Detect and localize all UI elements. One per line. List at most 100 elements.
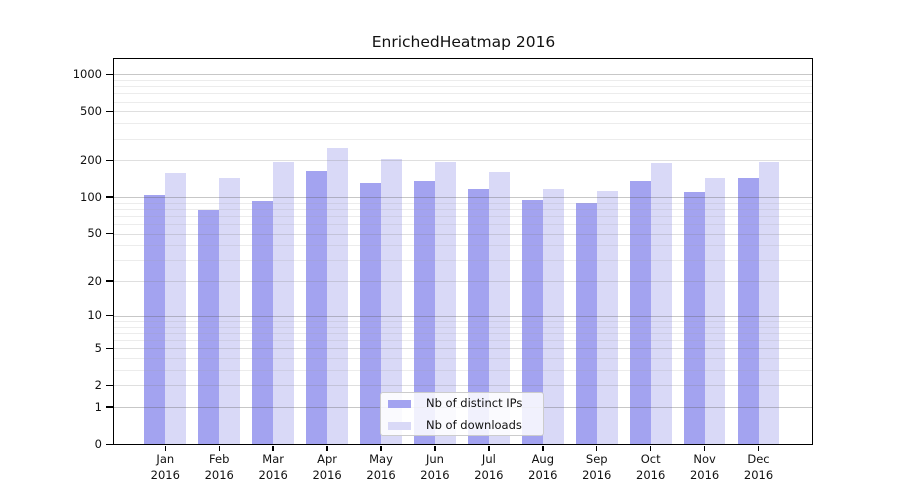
y-tick-label-20: 20 — [87, 273, 102, 288]
bar-jul-downloads — [488, 172, 510, 445]
legend-label: Nb of downloads — [426, 418, 522, 432]
x-tick-year: 2016 — [689, 467, 720, 482]
x-tick-label-nov: Nov 2016 — [675, 452, 735, 483]
x-tick-year: 2016 — [528, 467, 558, 482]
x-tick-label-dec: Dec 2016 — [729, 452, 789, 483]
x-tick-month: Nov — [693, 452, 716, 466]
y-tick-mark-10 — [106, 315, 113, 317]
y-tick-mark-500 — [106, 110, 113, 112]
x-tick-year: 2016 — [420, 467, 450, 482]
legend-row-downloads: Nb of downloads — [381, 415, 543, 437]
y-tick-mark-2 — [106, 384, 113, 387]
legend-swatch-distinct-ips — [388, 400, 411, 408]
x-tick-month: Jul — [481, 452, 496, 466]
x-tick-label-jan: Jan 2016 — [135, 452, 195, 483]
bar-may-downloads — [381, 158, 402, 445]
bar-sep-downloads — [596, 191, 618, 445]
x-tick-mark-nov — [703, 445, 706, 451]
x-tick-year: 2016 — [204, 467, 234, 482]
bar-jul-distinct-ips — [467, 189, 489, 445]
x-tick-label-sep: Sep 2016 — [567, 452, 627, 483]
x-tick-year: 2016 — [636, 467, 666, 482]
legend-row-distinct-ips: Nb of distinct IPs — [381, 393, 543, 415]
y-tick-mark-0 — [106, 443, 113, 445]
bar-sep-distinct-ips — [575, 203, 597, 445]
x-tick-month: Jun — [425, 452, 444, 466]
x-tick-label-feb: Feb 2016 — [189, 452, 249, 483]
x-tick-month: Dec — [747, 452, 770, 466]
bar-nov-downloads — [704, 177, 726, 445]
gridline-500 — [114, 111, 813, 113]
bar-jun-distinct-ips — [414, 181, 435, 445]
legend-swatch-downloads — [388, 422, 411, 430]
x-tick-month: Sep — [585, 452, 608, 466]
bar-oct-downloads — [650, 162, 672, 445]
y-tick-label-500: 500 — [80, 103, 102, 118]
x-tick-month: Feb — [209, 452, 230, 466]
x-tick-month: Aug — [531, 452, 555, 466]
y-tick-label-200: 200 — [80, 152, 102, 167]
bar-feb-downloads — [219, 178, 241, 445]
y-tick-label-10: 10 — [87, 308, 102, 323]
y-tick-label-100: 100 — [80, 189, 102, 204]
y-tick-mark-50 — [106, 232, 113, 235]
x-tick-mark-may — [380, 445, 382, 451]
x-tick-month: Mar — [262, 452, 284, 466]
y-tick-mark-1000 — [106, 73, 113, 75]
bar-apr-distinct-ips — [306, 171, 328, 445]
minor-gridline-800 — [114, 86, 813, 88]
y-tick-mark-1 — [106, 406, 113, 408]
bar-jan-downloads — [165, 172, 187, 445]
x-tick-mark-mar — [272, 445, 274, 451]
legend-label: Nb of distinct IPs — [426, 396, 523, 410]
y-tick-mark-20 — [106, 280, 113, 282]
bar-may-distinct-ips — [360, 182, 381, 445]
bar-dec-downloads — [758, 162, 780, 445]
y-tick-label-5: 5 — [94, 340, 102, 355]
bar-jun-downloads — [434, 162, 456, 445]
x-tick-year: 2016 — [474, 467, 504, 482]
x-tick-mark-dec — [757, 445, 760, 451]
minor-gridline-700 — [114, 93, 813, 95]
bar-jan-distinct-ips — [144, 195, 166, 445]
x-tick-label-aug: Aug 2016 — [513, 452, 573, 483]
legend: Nb of distinct IPs Nb of downloads — [380, 392, 544, 436]
bar-nov-distinct-ips — [683, 192, 705, 445]
x-tick-month: May — [369, 452, 393, 466]
minor-gridline-300 — [114, 138, 813, 140]
bar-mar-downloads — [273, 162, 295, 445]
x-tick-mark-jun — [434, 445, 436, 451]
gridline-1000 — [114, 74, 813, 76]
x-tick-month: Oct — [640, 452, 661, 466]
bar-dec-distinct-ips — [737, 178, 759, 445]
minor-gridline-600 — [114, 101, 813, 103]
y-tick-mark-100 — [106, 196, 113, 198]
y-tick-label-1: 1 — [94, 399, 102, 414]
y-tick-label-1000: 1000 — [72, 66, 102, 81]
x-tick-month: Apr — [317, 452, 338, 466]
x-tick-year: 2016 — [150, 467, 180, 482]
x-tick-mark-sep — [596, 445, 598, 451]
minor-gridline-400 — [114, 123, 813, 125]
x-tick-year: 2016 — [743, 467, 774, 482]
x-tick-label-apr: Apr 2016 — [297, 452, 357, 483]
x-tick-label-jun: Jun 2016 — [405, 452, 465, 483]
x-tick-year: 2016 — [312, 467, 342, 482]
y-tick-label-0: 0 — [94, 436, 102, 451]
x-tick-label-may: May 2016 — [351, 452, 411, 483]
y-tick-label-2: 2 — [94, 377, 102, 392]
bar-oct-distinct-ips — [629, 180, 651, 445]
gridline-200 — [114, 160, 813, 162]
x-tick-mark-jan — [164, 445, 166, 451]
x-tick-mark-apr — [326, 445, 328, 451]
chart-title: EnrichedHeatmap 2016 — [371, 33, 556, 51]
x-tick-year: 2016 — [258, 467, 288, 482]
x-tick-month: Jan — [156, 452, 175, 466]
y-tick-mark-200 — [106, 159, 113, 161]
x-tick-year: 2016 — [366, 467, 396, 482]
bar-feb-distinct-ips — [198, 210, 220, 445]
bar-apr-downloads — [327, 147, 348, 445]
minor-gridline-900 — [114, 79, 813, 81]
